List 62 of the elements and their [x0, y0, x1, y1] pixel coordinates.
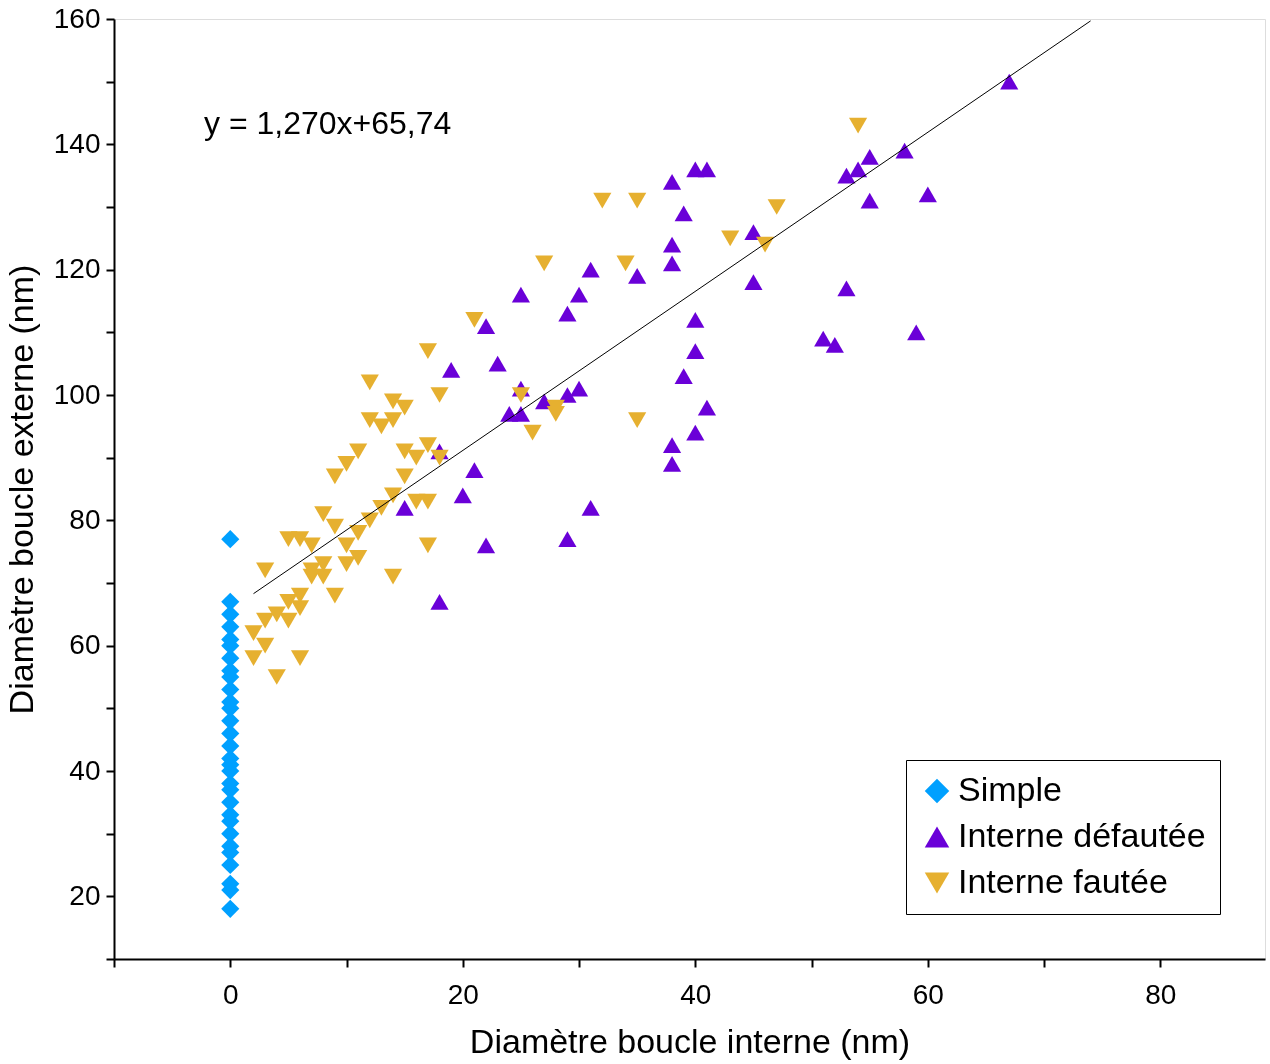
point [686, 424, 705, 441]
point [837, 167, 856, 184]
point [476, 318, 496, 334]
x-tick-label: 20 [447, 978, 479, 1010]
point [581, 261, 600, 278]
legend-label: Interne défautée [958, 816, 1206, 854]
point [860, 192, 879, 209]
point [465, 462, 484, 479]
x-tick-label: 80 [1145, 978, 1177, 1010]
point [395, 499, 414, 516]
y-tick-label: 120 [53, 253, 101, 285]
point [662, 437, 682, 453]
point [662, 255, 682, 272]
point [476, 537, 496, 554]
y-tick-label: 140 [53, 127, 101, 159]
x-tick-label: 40 [680, 978, 712, 1010]
point [674, 205, 693, 222]
x-tick-label: 0 [222, 978, 239, 1010]
point [837, 280, 856, 297]
point [511, 286, 530, 303]
y-tick-label: 20 [69, 879, 101, 911]
annotation: y = 1,270x+65,74 [204, 105, 452, 141]
point [569, 286, 589, 303]
x-axis-title: Diamètre boucle interne (nm) [469, 1021, 911, 1060]
y-tick-label: 100 [53, 378, 101, 410]
point [860, 149, 879, 165]
point [662, 456, 682, 472]
point [907, 324, 926, 341]
point [1000, 73, 1019, 90]
y-axis-title: Diamètre boucle externe (nm) [1, 264, 40, 715]
point [686, 311, 705, 328]
point [221, 899, 240, 918]
legend-label: Simple [958, 770, 1062, 808]
point [814, 330, 833, 347]
point [442, 362, 461, 378]
point [686, 343, 705, 359]
point [488, 355, 507, 372]
point [697, 399, 717, 416]
point [569, 380, 589, 397]
point [221, 530, 240, 549]
point [825, 337, 844, 353]
point [221, 592, 240, 611]
point [744, 274, 763, 291]
y-tick-label: 80 [69, 503, 101, 535]
legend-label: Interne fautée [958, 862, 1168, 900]
point [558, 305, 577, 322]
point [918, 186, 937, 203]
point [581, 499, 600, 516]
point [662, 236, 682, 253]
point [674, 368, 693, 385]
point [697, 161, 717, 178]
point [628, 268, 647, 284]
point [430, 593, 449, 610]
y-tick-label: 60 [69, 629, 101, 661]
point [558, 387, 577, 403]
x-tick-label: 60 [912, 978, 944, 1010]
point [453, 487, 472, 504]
y-tick-label: 40 [69, 754, 101, 786]
y-tick-label: 160 [53, 2, 101, 34]
point [558, 531, 577, 547]
point [849, 161, 868, 178]
point [662, 174, 682, 190]
